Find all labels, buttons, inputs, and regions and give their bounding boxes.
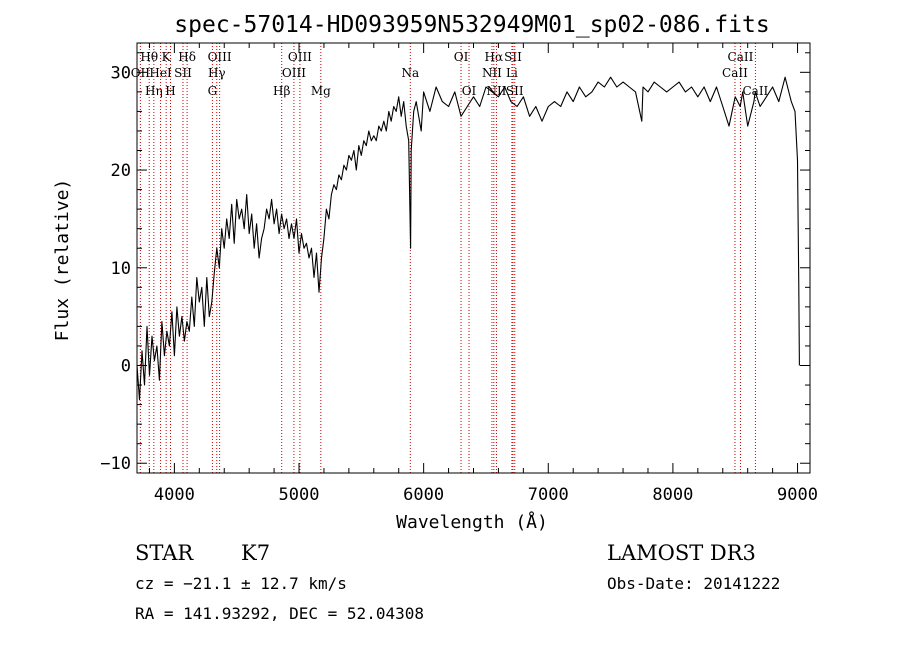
line-marker-label: SII	[174, 66, 192, 80]
y-tick-label: 0	[121, 357, 131, 377]
line-marker-label: Mg	[311, 84, 331, 98]
line-marker-label: G	[208, 84, 218, 98]
x-tick-label: 4000	[154, 485, 195, 505]
object-class: STAR	[135, 541, 194, 565]
y-axis-label: Flux (relative)	[52, 179, 73, 342]
line-marker-label: OII	[131, 66, 151, 80]
y-tick-label: 10	[111, 259, 131, 279]
survey-name: LAMOST DR3	[607, 541, 756, 565]
line-marker-label: CaII	[728, 50, 754, 64]
flux-series	[136, 76, 800, 401]
line-marker-label: OI	[454, 50, 469, 64]
plot-frame	[136, 42, 811, 474]
x-tick-label: 8000	[652, 485, 693, 505]
line-marker-label: Na	[401, 66, 419, 80]
ra-dec: RA = 141.93292, DEC = 52.04308	[135, 604, 424, 623]
x-axis-label: Wavelength (Å)	[396, 511, 548, 533]
x-tick-label: 6000	[403, 485, 444, 505]
line-marker-label: Hγ	[208, 66, 226, 80]
line-marker-label: SII	[504, 50, 522, 64]
line-markers: Hθ OII Hη HeI K H SII Hδ OIII Hγ G OIII OIII Hβ Mg Na OI…	[131, 43, 769, 473]
line-marker-label: CaII	[722, 66, 748, 80]
line-marker-label: OIII	[282, 66, 306, 80]
line-marker-label: NII	[482, 66, 502, 80]
y-tick-label: 30	[111, 63, 131, 83]
line-marker-label: HeI	[149, 66, 172, 80]
line-marker-label: K	[162, 50, 172, 64]
x-tick-label: 5000	[279, 485, 320, 505]
obs-date: Obs-Date: 20141222	[607, 574, 780, 593]
line-marker-label: Hθ	[140, 50, 158, 64]
axis-ticks: 4000 5000 6000 7000 8000 9000 −10 0 10 20 30	[100, 43, 818, 505]
line-marker-label: H	[165, 84, 175, 98]
y-tick-label: −10	[100, 454, 131, 474]
y-tick-label: 20	[111, 161, 131, 181]
line-marker-label: OIII	[208, 50, 232, 64]
line-marker-label: SII	[506, 84, 524, 98]
line-marker-label: Hδ	[178, 50, 196, 64]
redshift-cz: cz = −21.1 ± 12.7 km/s	[135, 574, 347, 593]
flux-line	[136, 76, 800, 401]
chart-title: spec-57014-HD093959N532949M01_sp02-086.f…	[174, 12, 769, 38]
line-marker-label: NII	[486, 84, 506, 98]
line-marker-label: Hη	[145, 84, 163, 98]
object-subclass: K7	[241, 541, 270, 565]
x-tick-label: 9000	[777, 485, 818, 505]
line-marker-label: OIII	[288, 50, 312, 64]
line-marker-label: Hα	[485, 50, 504, 64]
line-marker-label: Hβ	[273, 84, 290, 98]
line-marker-label: CaII	[742, 84, 768, 98]
line-marker-label: OI	[462, 84, 477, 98]
line-marker-label: Li	[506, 66, 518, 80]
x-tick-label: 7000	[528, 485, 569, 505]
